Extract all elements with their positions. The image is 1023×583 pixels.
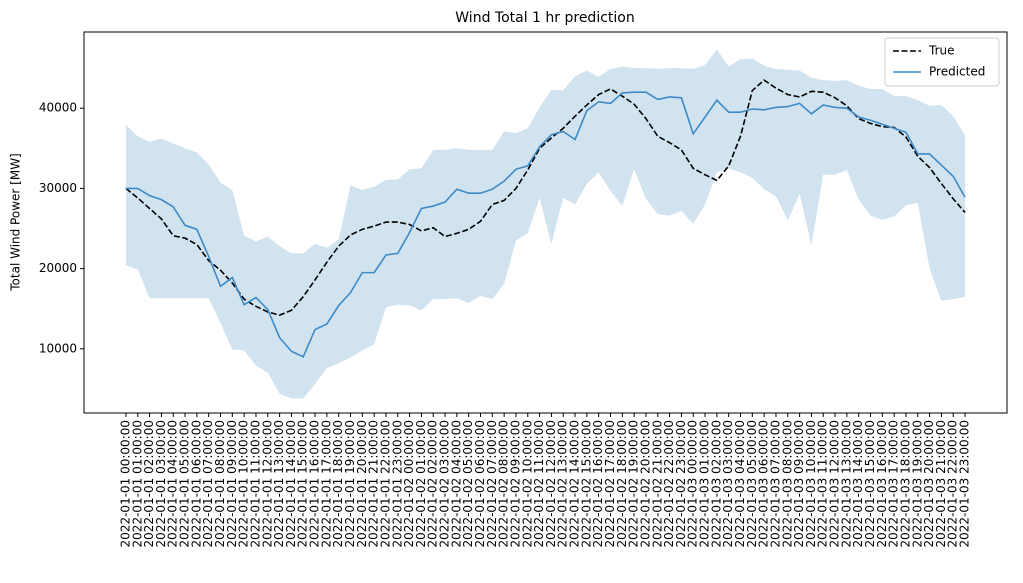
x-tick-label: 2022-01-03 16:00:00 [875, 420, 889, 547]
x-tick-label: 2022-01-02 17:00:00 [603, 420, 617, 547]
x-tick-label: 2022-01-02 09:00:00 [508, 420, 522, 547]
x-tick-label: 2022-01-03 07:00:00 [768, 420, 782, 547]
x-tick-label: 2022-01-02 21:00:00 [650, 420, 664, 547]
x-tick-label: 2022-01-03 09:00:00 [792, 420, 806, 547]
x-tick-label: 2022-01-02 11:00:00 [532, 420, 546, 547]
x-tick-label: 2022-01-02 05:00:00 [461, 420, 475, 547]
x-tick-label: 2022-01-03 01:00:00 [698, 420, 712, 547]
x-tick-label: 2022-01-03 23:00:00 [958, 420, 972, 547]
x-tick-label: 2022-01-02 15:00:00 [579, 420, 593, 547]
y-axis-label: Total Wind Power [MW] [9, 153, 23, 292]
x-tick-label: 2022-01-01 17:00:00 [319, 420, 333, 547]
x-tick-label: 2022-01-01 19:00:00 [343, 420, 357, 547]
legend-label: Predicted [929, 65, 985, 79]
y-tick-label: 10000 [39, 341, 77, 355]
x-tick-label: 2022-01-01 03:00:00 [154, 420, 168, 547]
x-tick-label: 2022-01-03 19:00:00 [910, 420, 924, 547]
x-tick-label: 2022-01-01 16:00:00 [308, 420, 322, 547]
x-tick-label: 2022-01-02 00:00:00 [402, 420, 416, 547]
x-tick-label: 2022-01-02 23:00:00 [674, 420, 688, 547]
x-tick-label: 2022-01-02 10:00:00 [520, 420, 534, 547]
x-tick-label: 2022-01-01 02:00:00 [142, 420, 156, 547]
x-tick-label: 2022-01-03 03:00:00 [721, 420, 735, 547]
x-tick-label: 2022-01-02 20:00:00 [638, 420, 652, 547]
x-tick-label: 2022-01-03 10:00:00 [804, 420, 818, 547]
x-tick-label: 2022-01-03 12:00:00 [828, 420, 842, 547]
x-tick-label: 2022-01-03 15:00:00 [863, 420, 877, 547]
x-tick-label: 2022-01-01 21:00:00 [367, 420, 381, 547]
plot-frame [83, 31, 1008, 414]
x-tick-label: 2022-01-03 08:00:00 [780, 420, 794, 547]
x-tick-label: 2022-01-01 04:00:00 [166, 420, 180, 547]
series-line [125, 91, 966, 358]
x-tick-label: 2022-01-01 22:00:00 [378, 420, 392, 547]
x-tick-label: 2022-01-01 13:00:00 [272, 420, 286, 547]
x-tick-label: 2022-01-01 15:00:00 [296, 420, 310, 547]
x-tick-label: 2022-01-01 14:00:00 [284, 420, 298, 547]
x-tick-label: 2022-01-02 12:00:00 [544, 420, 558, 547]
x-tick-label: 2022-01-02 08:00:00 [497, 420, 511, 547]
x-tick-label: 2022-01-03 00:00:00 [686, 420, 700, 547]
x-tick-label: 2022-01-01 05:00:00 [178, 420, 192, 547]
y-tick-label: 20000 [39, 261, 77, 275]
x-tick-label: 2022-01-01 08:00:00 [213, 420, 227, 547]
x-tick-label: 2022-01-02 07:00:00 [485, 420, 499, 547]
y-tick-label: 30000 [39, 181, 77, 195]
x-tick-label: 2022-01-03 17:00:00 [887, 420, 901, 547]
legend-box [884, 37, 1000, 87]
x-tick-label: 2022-01-03 18:00:00 [898, 420, 912, 547]
x-tick-label: 2022-01-02 01:00:00 [414, 420, 428, 547]
x-tick-label: 2022-01-01 09:00:00 [225, 420, 239, 547]
x-tick-label: 2022-01-03 04:00:00 [733, 420, 747, 547]
x-tick-label: 2022-01-02 06:00:00 [473, 420, 487, 547]
x-tick-label: 2022-01-02 18:00:00 [615, 420, 629, 547]
x-tick-label: 2022-01-01 23:00:00 [390, 420, 404, 547]
x-tick-label: 2022-01-01 06:00:00 [189, 420, 203, 547]
x-tick-label: 2022-01-01 11:00:00 [248, 420, 262, 547]
prediction-band [125, 49, 966, 399]
x-tick-label: 2022-01-03 20:00:00 [922, 420, 936, 547]
x-tick-label: 2022-01-01 01:00:00 [130, 420, 144, 547]
x-tick-label: 2022-01-03 14:00:00 [851, 420, 865, 547]
x-tick-label: 2022-01-03 06:00:00 [757, 420, 771, 547]
x-tick-label: 2022-01-02 03:00:00 [438, 420, 452, 547]
x-tick-label: 2022-01-03 22:00:00 [946, 420, 960, 547]
x-tick-label: 2022-01-03 02:00:00 [709, 420, 723, 547]
y-tick-label: 40000 [39, 101, 77, 115]
x-tick-label: 2022-01-02 04:00:00 [449, 420, 463, 547]
x-tick-label: 2022-01-03 05:00:00 [745, 420, 759, 547]
x-tick-label: 2022-01-01 18:00:00 [331, 420, 345, 547]
x-tick-label: 2022-01-01 07:00:00 [201, 420, 215, 547]
x-tick-label: 2022-01-03 11:00:00 [816, 420, 830, 547]
x-tick-label: 2022-01-02 13:00:00 [556, 420, 570, 547]
legend-label: True [928, 44, 955, 58]
x-tick-label: 2022-01-02 22:00:00 [662, 420, 676, 547]
x-tick-label: 2022-01-03 13:00:00 [839, 420, 853, 547]
x-tick-label: 2022-01-01 20:00:00 [355, 420, 369, 547]
chart-title: Wind Total 1 hr prediction [455, 10, 634, 26]
x-tick-label: 2022-01-01 00:00:00 [118, 420, 132, 547]
x-tick-label: 2022-01-01 10:00:00 [237, 420, 251, 547]
x-tick-label: 2022-01-02 16:00:00 [591, 420, 605, 547]
x-tick-label: 2022-01-02 14:00:00 [568, 420, 582, 547]
series-line [125, 79, 966, 316]
x-tick-label: 2022-01-02 19:00:00 [627, 420, 641, 547]
x-tick-label: 2022-01-02 02:00:00 [426, 420, 440, 547]
x-tick-label: 2022-01-03 21:00:00 [934, 420, 948, 547]
x-tick-label: 2022-01-01 12:00:00 [260, 420, 274, 547]
